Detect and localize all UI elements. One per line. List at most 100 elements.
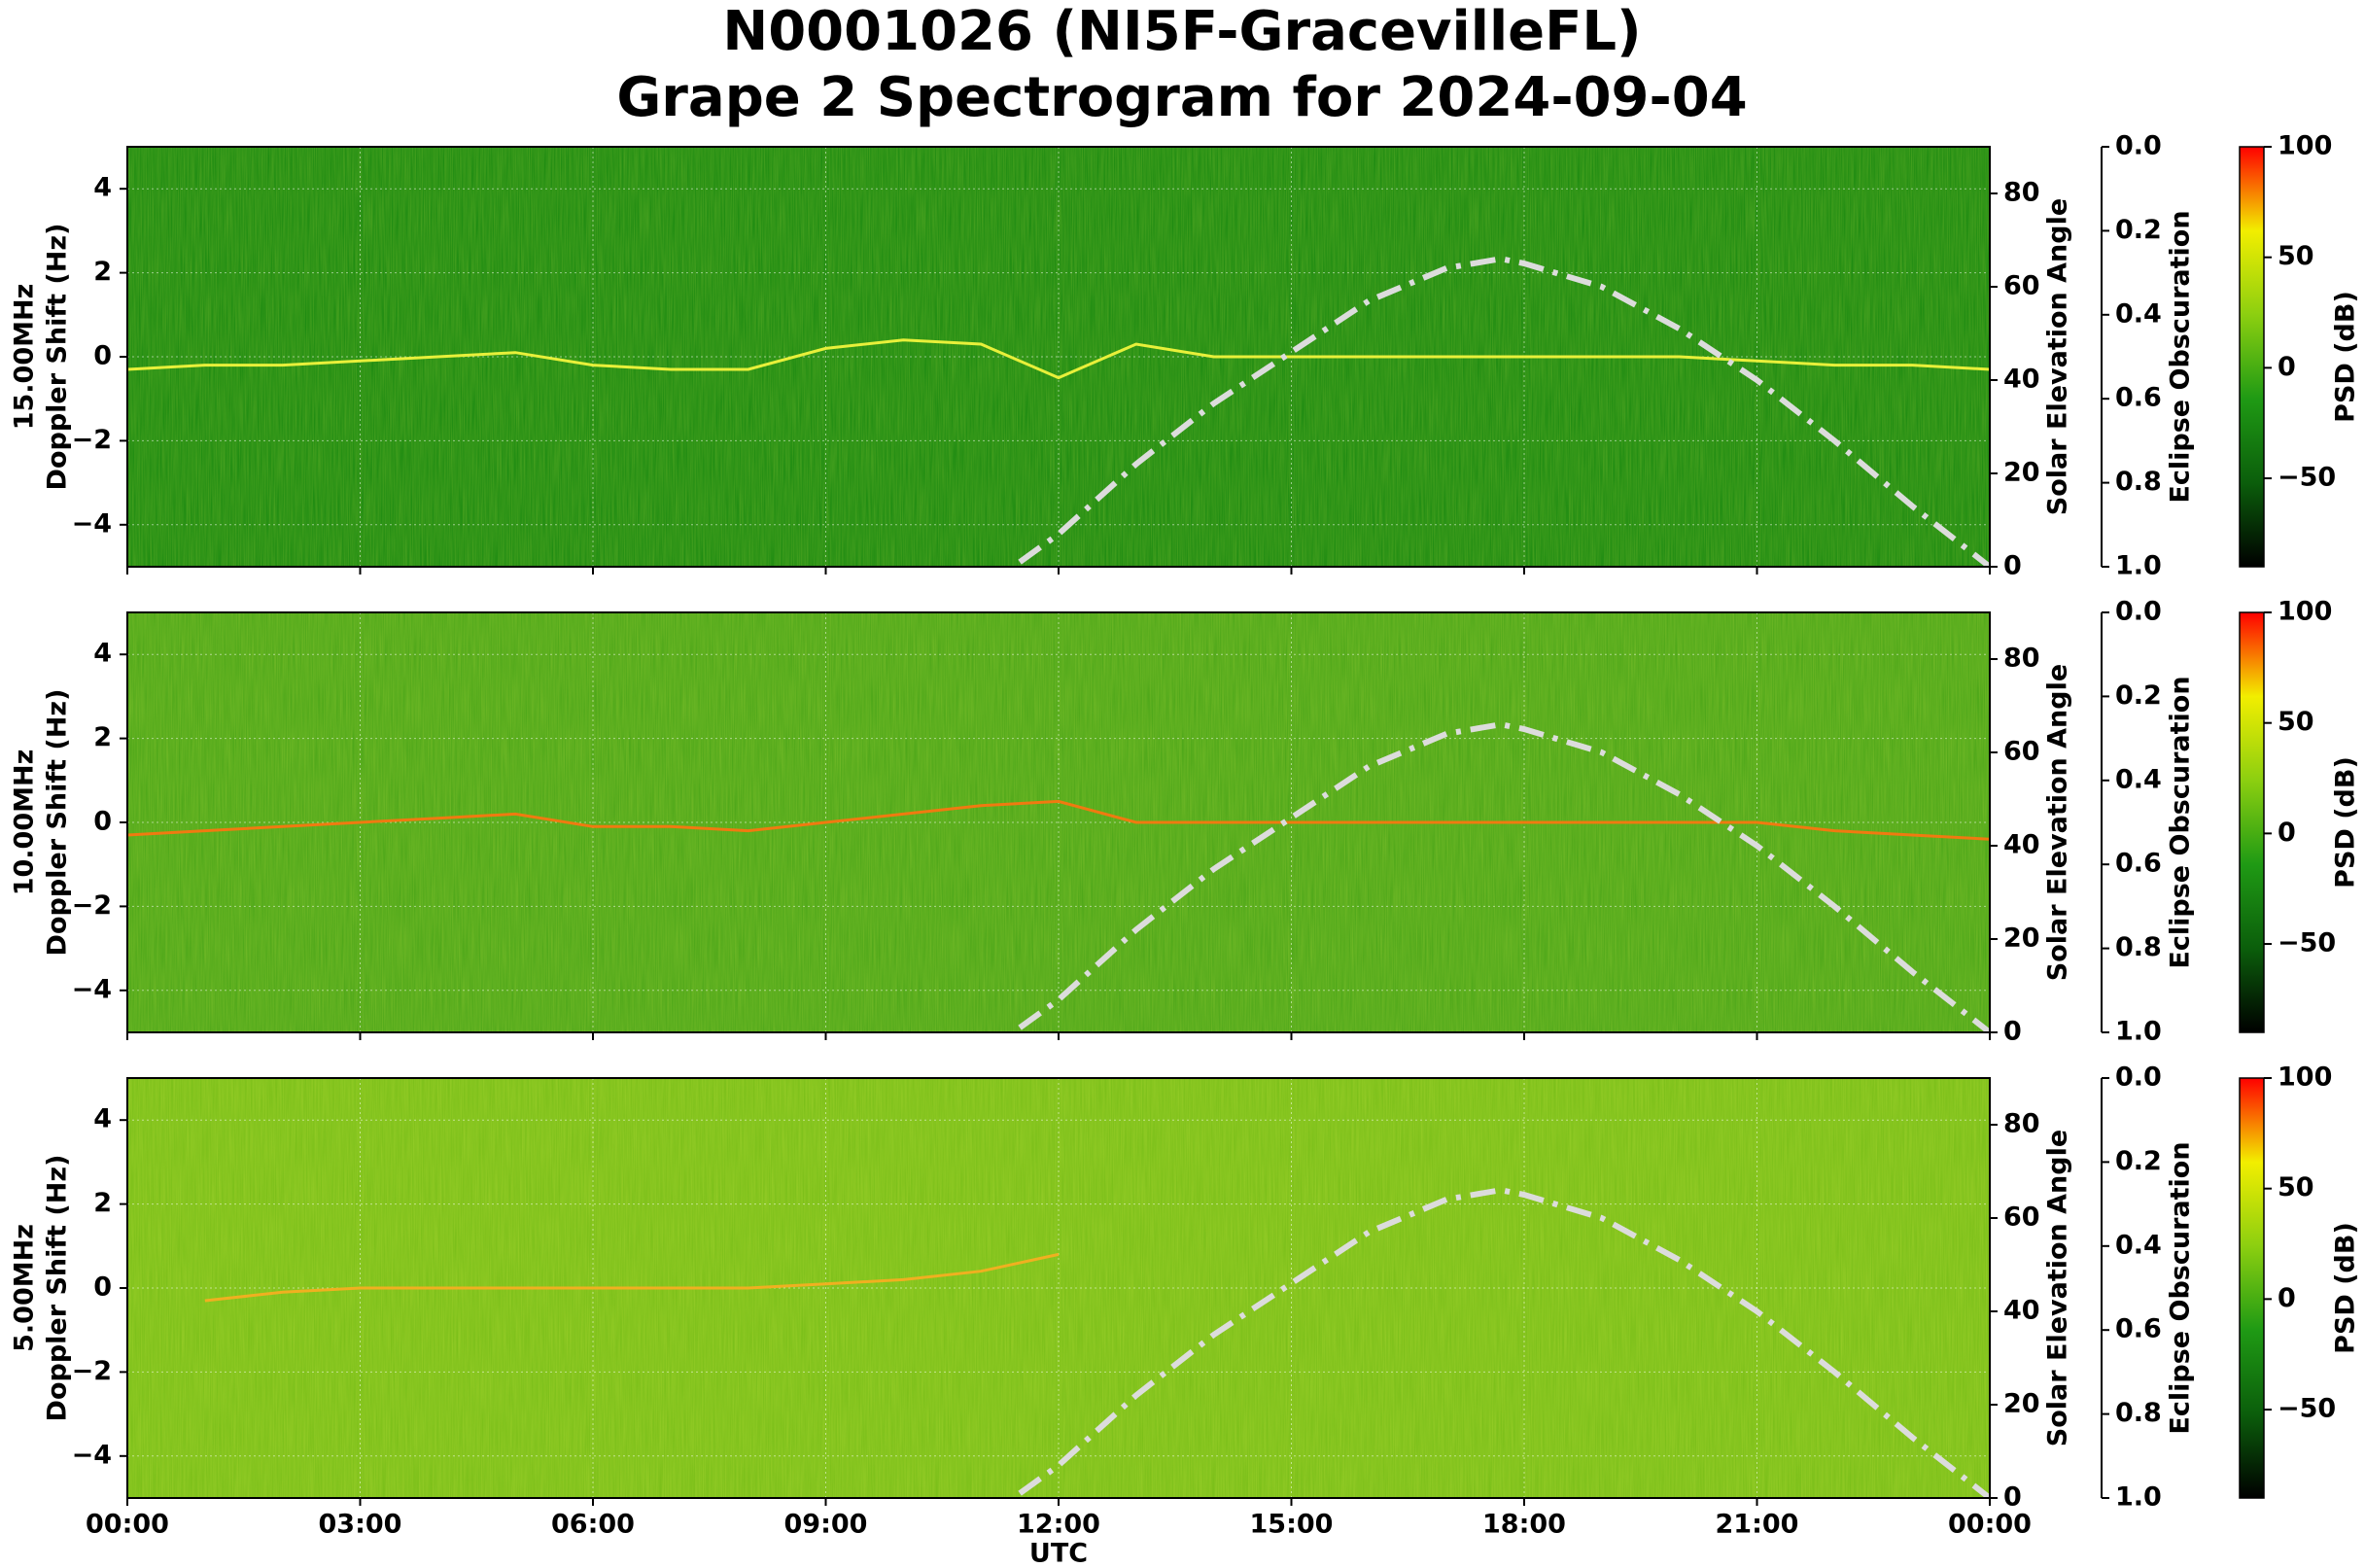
x-tick-label: 18:00 <box>1482 1510 1566 1540</box>
y3-tick-label: 0.2 <box>2115 680 2162 711</box>
x-tick-label: 03:00 <box>319 1510 402 1540</box>
colorbar-tick-label: −50 <box>2278 1394 2336 1424</box>
y2-tick-label: 40 <box>2003 365 2040 395</box>
y-tick-label: −2 <box>72 425 112 455</box>
y-tick-label: 0 <box>93 1272 112 1303</box>
y3-tick-label: 0.4 <box>2115 764 2162 794</box>
y3-tick-label: 0.6 <box>2115 1314 2162 1344</box>
x-tick-label: 00:00 <box>86 1510 169 1540</box>
y3-tick-label: 1.0 <box>2115 1482 2162 1513</box>
colorbar-tick-label: 50 <box>2278 241 2314 271</box>
y-axis-label: 5.00MHz <box>10 1224 40 1352</box>
chart-title: Grape 2 Spectrogram for 2024-09-04 <box>616 66 1747 129</box>
y-tick-label: −4 <box>72 974 112 1004</box>
y2-axis-label: Solar Elevation Angle <box>2043 1130 2073 1446</box>
colorbar-tick-label: 50 <box>2278 707 2314 737</box>
y-tick-label: 2 <box>93 722 112 752</box>
chart-title: N0001026 (NI5F-GracevilleFL) <box>722 0 1641 63</box>
colorbar-tick-label: −50 <box>2278 463 2336 493</box>
y3-tick-label: 1.0 <box>2115 551 2162 581</box>
y-axis-label: Doppler Shift (Hz) <box>43 224 73 491</box>
x-tick-label: 15:00 <box>1250 1510 1334 1540</box>
y3-tick-label: 0.4 <box>2115 1230 2162 1260</box>
y-tick-label: 2 <box>93 257 112 287</box>
doppler-trace <box>127 799 1990 841</box>
y-axis-label: 10.00MHz <box>10 749 40 896</box>
y2-tick-label: 40 <box>2003 830 2040 860</box>
colorbar-tick-label: 0 <box>2278 352 2296 382</box>
y3-tick-label: 0.0 <box>2115 1063 2162 1093</box>
colorbar-tick-label: 100 <box>2278 131 2332 161</box>
y2-tick-label: 80 <box>2003 644 2040 674</box>
y3-tick-label: 0.2 <box>2115 215 2162 245</box>
y3-tick-label: 0.6 <box>2115 383 2162 413</box>
y3-axis-label: Eclipse Obscuration <box>2166 1141 2196 1434</box>
y-tick-label: 4 <box>93 1104 112 1134</box>
x-tick-label: 12:00 <box>1017 1510 1100 1540</box>
axes-frame <box>126 146 1991 568</box>
y-tick-label: 4 <box>93 173 112 203</box>
y-tick-label: 0 <box>93 807 112 837</box>
y2-tick-label: 0 <box>2003 1482 2022 1513</box>
colorbar <box>2239 1077 2265 1499</box>
y-axis-label: Doppler Shift (Hz) <box>43 689 73 957</box>
colorbar <box>2239 146 2265 568</box>
y3-tick-label: 0.8 <box>2115 1398 2162 1428</box>
y3-tick-label: 0.8 <box>2115 467 2162 497</box>
colorbar <box>2239 611 2265 1033</box>
y2-axis-label: Solar Elevation Angle <box>2043 198 2073 515</box>
solar-elevation-line <box>1018 256 1990 567</box>
doppler-trace <box>204 1252 1060 1303</box>
y-tick-label: −4 <box>72 508 112 539</box>
colorbar-label: PSD (dB) <box>2331 291 2361 423</box>
y2-tick-label: 40 <box>2003 1296 2040 1326</box>
y3-tick-label: 0.8 <box>2115 932 2162 962</box>
solar-elevation-line <box>1018 721 1990 1032</box>
y2-axis-label: Solar Elevation Angle <box>2043 664 2073 981</box>
colorbar-tick-label: 100 <box>2278 597 2332 627</box>
y2-tick-label: 80 <box>2003 178 2040 208</box>
y2-tick-label: 0 <box>2003 551 2022 581</box>
y2-tick-label: 80 <box>2003 1109 2040 1139</box>
y3-axis-label: Eclipse Obscuration <box>2166 210 2196 503</box>
axes-frame <box>126 1077 1991 1499</box>
x-tick-label: 21:00 <box>1716 1510 1799 1540</box>
y3-tick-label: 1.0 <box>2115 1017 2162 1047</box>
y2-tick-label: 20 <box>2003 923 2040 954</box>
y3-tick-label: 0.6 <box>2115 849 2162 879</box>
doppler-trace <box>127 338 1990 380</box>
y-axis-label: Doppler Shift (Hz) <box>43 1155 73 1422</box>
colorbar-tick-label: 100 <box>2278 1063 2332 1093</box>
y-tick-label: 2 <box>93 1188 112 1218</box>
colorbar-label: PSD (dB) <box>2331 756 2361 889</box>
axes-frame <box>126 611 1991 1033</box>
y3-axis-label: Eclipse Obscuration <box>2166 676 2196 968</box>
y2-tick-label: 60 <box>2003 737 2040 767</box>
y2-tick-label: 0 <box>2003 1017 2022 1047</box>
colorbar-tick-label: 0 <box>2278 818 2296 848</box>
y-tick-label: −2 <box>72 1356 112 1386</box>
x-axis-label: UTC <box>1029 1539 1088 1568</box>
y2-tick-label: 60 <box>2003 1202 2040 1233</box>
y3-tick-label: 0.0 <box>2115 131 2162 161</box>
y3-tick-label: 0.0 <box>2115 597 2162 627</box>
y3-tick-label: 0.2 <box>2115 1146 2162 1176</box>
x-tick-label: 09:00 <box>784 1510 868 1540</box>
y-tick-label: −4 <box>72 1440 112 1470</box>
y-tick-label: −2 <box>72 890 112 921</box>
colorbar-tick-label: 50 <box>2278 1172 2314 1202</box>
colorbar-tick-label: 0 <box>2278 1283 2296 1313</box>
y3-tick-label: 0.4 <box>2115 298 2162 329</box>
y2-tick-label: 20 <box>2003 1389 2040 1419</box>
y-tick-label: 0 <box>93 341 112 371</box>
solar-elevation-line <box>1018 1187 1990 1498</box>
y2-tick-label: 20 <box>2003 458 2040 488</box>
x-tick-label: 00:00 <box>1948 1510 2032 1540</box>
colorbar-tick-label: −50 <box>2278 928 2336 958</box>
y2-tick-label: 60 <box>2003 271 2040 301</box>
y-tick-label: 4 <box>93 639 112 669</box>
colorbar-label: PSD (dB) <box>2331 1222 2361 1354</box>
x-tick-label: 06:00 <box>551 1510 635 1540</box>
y-axis-label: 15.00MHz <box>10 284 40 431</box>
